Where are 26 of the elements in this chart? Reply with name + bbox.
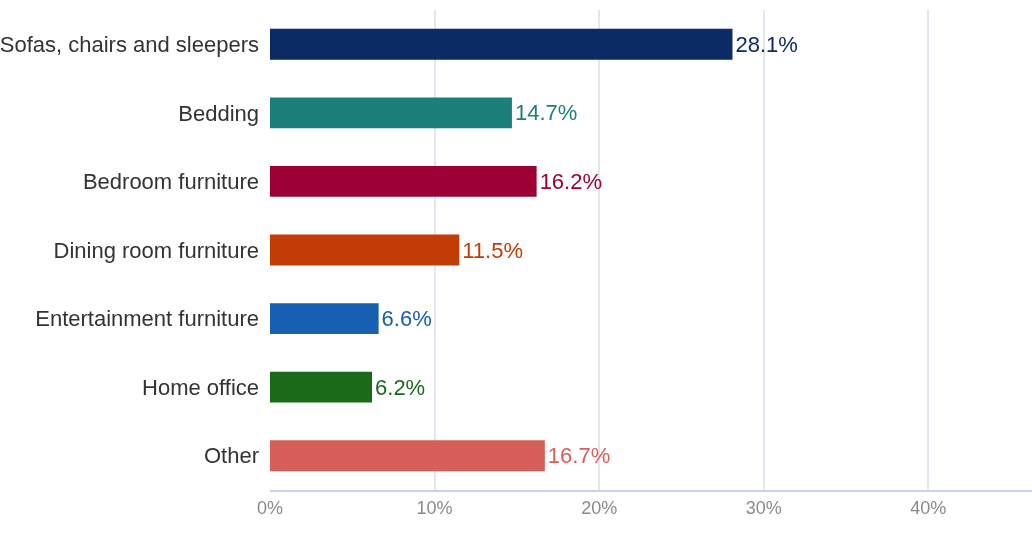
data-label: 16.2% bbox=[539, 168, 603, 194]
x-tick-label: 10% bbox=[416, 497, 453, 518]
x-tick-label: 0% bbox=[256, 497, 284, 518]
data-label: 28.1% bbox=[735, 31, 798, 57]
data-label: 11.5% bbox=[462, 237, 524, 263]
bar bbox=[270, 440, 545, 472]
y-tick-label: Dining room furniture bbox=[53, 237, 259, 263]
y-tick-label: Other bbox=[203, 443, 259, 469]
bar bbox=[270, 371, 373, 403]
bar bbox=[270, 303, 379, 334]
y-tick-label: Bedding bbox=[178, 100, 259, 126]
y-tick-label: Sofas, chairs and sleepers bbox=[0, 31, 259, 57]
data-label: 6.2% bbox=[375, 374, 426, 400]
y-tick-label: Bedroom furniture bbox=[82, 169, 259, 195]
x-tick-label: 30% bbox=[745, 497, 782, 518]
data-label: 6.6% bbox=[381, 306, 432, 332]
data-label: 14.7% bbox=[514, 100, 578, 126]
bar bbox=[270, 234, 460, 266]
bar bbox=[270, 166, 537, 197]
x-tick-label: 20% bbox=[581, 497, 618, 518]
bar bbox=[270, 28, 733, 60]
y-tick-label: Entertainment furniture bbox=[35, 306, 259, 332]
data-label: 16.7% bbox=[547, 443, 611, 469]
bar bbox=[270, 97, 512, 129]
x-tick-label: 40% bbox=[910, 497, 947, 518]
y-tick-label: Home office bbox=[142, 374, 259, 400]
